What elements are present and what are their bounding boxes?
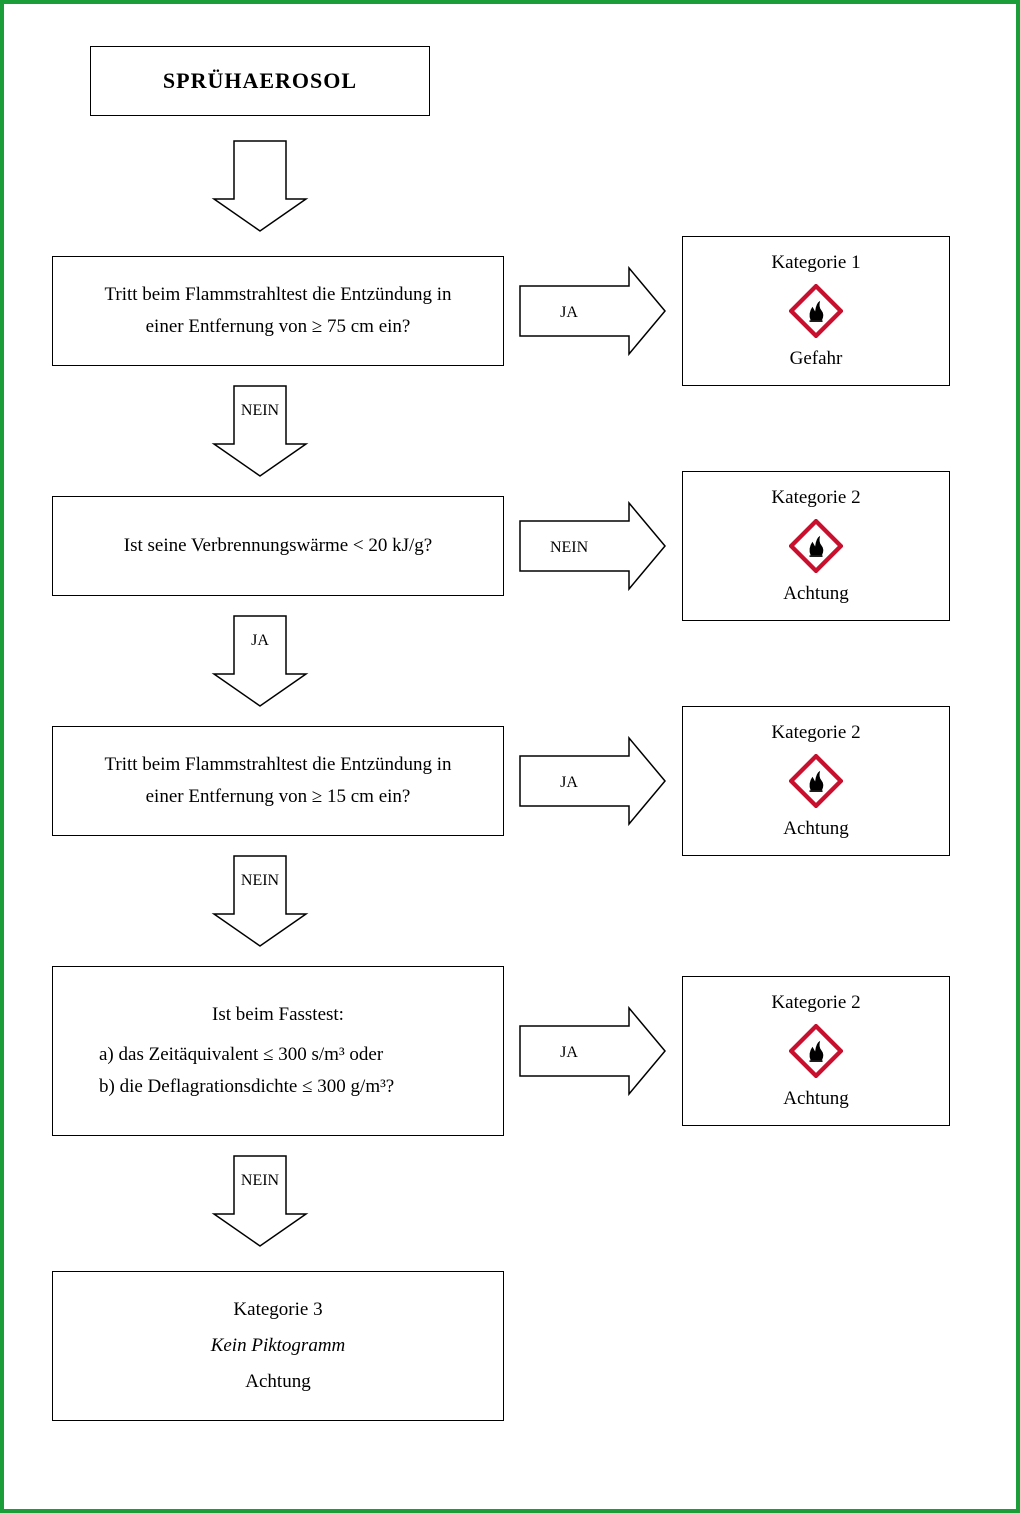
result-1-signal: Gefahr (790, 348, 843, 370)
arrow-q2-to-q3: JA (234, 616, 286, 706)
arrow-q3-to-q4: NEIN (234, 856, 286, 946)
arrow-q2-to-r2: NEIN (520, 521, 665, 571)
flowchart-canvas: SPRÜHAEROSOL Tritt beim Flammstrahltest … (52, 46, 968, 1467)
question-3-line-1: Tritt beim Flammstrahltest die Entzündun… (69, 749, 487, 781)
result-4-category: Kategorie 2 (771, 992, 860, 1014)
question-2: Ist seine Verbrennungswärme < 20 kJ/g? (52, 496, 504, 596)
question-4-line-a: a) das Zeitäquivalent ≤ 300 s/m³ oder (69, 1039, 487, 1071)
svg-text:NEIN: NEIN (241, 872, 280, 889)
svg-text:JA: JA (560, 774, 578, 791)
final-signal: Achtung (245, 1364, 310, 1400)
result-3: Kategorie 2 Achtung (682, 706, 950, 856)
arrow-q1-to-r1: JA (520, 286, 665, 336)
result-3-category: Kategorie 2 (771, 722, 860, 744)
question-1: Tritt beim Flammstrahltest die Entzündun… (52, 256, 504, 366)
result-2: Kategorie 2 Achtung (682, 471, 950, 621)
svg-text:JA: JA (251, 632, 269, 649)
question-1-line-1: Tritt beim Flammstrahltest die Entzündun… (69, 279, 487, 311)
arrow-q4-to-r4: JA (520, 1026, 665, 1076)
svg-text:NEIN: NEIN (241, 1172, 280, 1189)
result-4-signal: Achtung (783, 1088, 848, 1110)
title-node: SPRÜHAEROSOL (90, 46, 430, 116)
result-2-category: Kategorie 2 (771, 487, 860, 509)
svg-text:NEIN: NEIN (550, 539, 589, 556)
svg-text:NEIN: NEIN (241, 402, 280, 419)
result-4: Kategorie 2 Achtung (682, 976, 950, 1126)
outer-border: SPRÜHAEROSOL Tritt beim Flammstrahltest … (0, 0, 1020, 1513)
arrow-q4-to-final: NEIN (234, 1156, 286, 1246)
arrow-title-to-q1 (234, 141, 286, 231)
result-3-signal: Achtung (783, 818, 848, 840)
question-4: Ist beim Fasstest: a) das Zeitäquivalent… (52, 966, 504, 1136)
question-3-line-2: einer Entfernung von ≥ 15 cm ein? (69, 781, 487, 813)
question-4-headline: Ist beim Fasstest: (69, 999, 487, 1031)
arrow-q1-to-q2: NEIN (234, 386, 286, 476)
question-4-line-b: b) die Deflagrationsdichte ≤ 300 g/m³? (69, 1071, 487, 1103)
question-2-line-1: Ist seine Verbrennungswärme < 20 kJ/g? (69, 530, 487, 562)
ghs-flame-icon (789, 754, 843, 808)
question-3: Tritt beim Flammstrahltest die Entzündun… (52, 726, 504, 836)
svg-text:JA: JA (560, 1044, 578, 1061)
result-2-signal: Achtung (783, 583, 848, 605)
result-1-category: Kategorie 1 (771, 252, 860, 274)
final-category: Kategorie 3 (233, 1292, 322, 1328)
result-1: Kategorie 1 Gefahr (682, 236, 950, 386)
ghs-flame-icon (789, 519, 843, 573)
ghs-flame-icon (789, 1024, 843, 1078)
question-1-line-2: einer Entfernung von ≥ 75 cm ein? (69, 311, 487, 343)
final-pictogram-text: Kein Piktogramm (211, 1328, 346, 1364)
ghs-flame-icon (789, 284, 843, 338)
final-node: Kategorie 3 Kein Piktogramm Achtung (52, 1271, 504, 1421)
svg-text:JA: JA (560, 304, 578, 321)
arrow-q3-to-r3: JA (520, 756, 665, 806)
title-text: SPRÜHAEROSOL (163, 68, 357, 94)
